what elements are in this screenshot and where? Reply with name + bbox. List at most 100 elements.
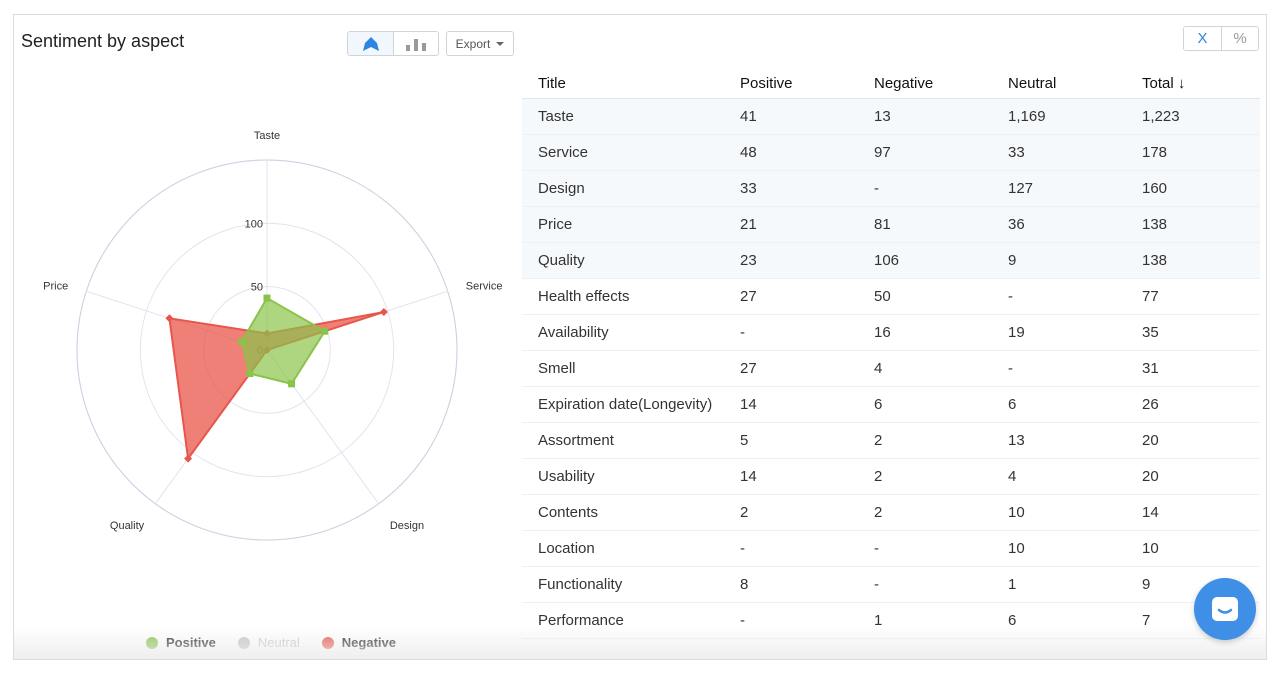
- table-row[interactable]: Expiration date(Longevity) 14 6 6 26: [522, 386, 1260, 423]
- cell-title: Price: [522, 206, 724, 243]
- cell-total: 1,223: [1126, 98, 1260, 135]
- cell-title: Availability: [522, 314, 724, 351]
- cell-negative: -: [858, 170, 992, 207]
- category-label: Quality: [110, 520, 145, 532]
- cell-negative: 2: [858, 422, 992, 459]
- export-label: Export: [455, 36, 491, 51]
- legend-negative[interactable]: Negative: [321, 635, 396, 650]
- value-mode-toggle: X %: [1183, 26, 1259, 51]
- table-row[interactable]: Price 21 81 36 138: [522, 206, 1260, 243]
- data-point-positive: [263, 294, 271, 302]
- cell-total: 14: [1126, 494, 1260, 531]
- cell-negative: 106: [858, 242, 992, 279]
- legend-neutral[interactable]: Neutral: [237, 635, 300, 650]
- chevron-down-icon: [496, 41, 505, 46]
- cell-title: Taste: [522, 98, 724, 135]
- cell-negative: -: [858, 566, 992, 603]
- cell-neutral: 4: [992, 458, 1126, 495]
- cell-title: Service: [522, 134, 724, 171]
- table-row[interactable]: Design 33-127 160: [522, 170, 1260, 207]
- cell-negative: 50: [858, 278, 992, 315]
- table-row[interactable]: Usability 14 2 4 20: [522, 458, 1260, 495]
- table-row[interactable]: Location - -10 10: [522, 530, 1260, 567]
- table-body: Taste 41 13 1,169 1,223 Service 48 97 33 178 Desig…: [522, 98, 1260, 639]
- category-label: Taste: [254, 130, 280, 142]
- cell-title: Design: [522, 170, 724, 207]
- page-title: Sentiment by aspect: [21, 31, 185, 51]
- chat-icon: [1212, 597, 1238, 621]
- cell-total: 20: [1126, 422, 1260, 459]
- data-point-negative: [379, 308, 388, 317]
- cell-positive: 23: [724, 242, 858, 279]
- data-point-positive: [288, 380, 296, 388]
- legend-neutral-label: Neutral: [257, 635, 300, 650]
- cell-negative: 81: [858, 206, 992, 243]
- cell-positive: 5: [724, 422, 858, 459]
- cell-positive: -: [724, 530, 858, 567]
- bar-chart-button[interactable]: [393, 32, 438, 55]
- cell-positive: 2: [724, 494, 858, 531]
- cell-positive: -: [724, 314, 858, 351]
- data-point-positive: [321, 327, 329, 335]
- count-mode-button[interactable]: X: [1184, 27, 1221, 50]
- table-row[interactable]: Smell 27 4-31: [522, 350, 1260, 387]
- cell-total: 10: [1126, 530, 1260, 567]
- cell-neutral: 19: [992, 314, 1126, 351]
- chart-legend: Positive Neutral Negative: [146, 635, 396, 650]
- table-row[interactable]: Service 48 97 33 178: [522, 134, 1260, 171]
- radar-chart: 050100TasteServiceDesignQualityPrice: [43, 130, 503, 541]
- cell-positive: 14: [724, 386, 858, 423]
- table-row[interactable]: Assortment 5 2 13 20: [522, 422, 1260, 459]
- cell-negative: 4: [858, 350, 992, 387]
- column-header-neutral[interactable]: Neutral: [992, 70, 1126, 99]
- category-label: Service: [466, 280, 503, 292]
- data-point-positive: [238, 338, 246, 346]
- chat-button[interactable]: [1194, 578, 1256, 640]
- cell-neutral: 1,169: [992, 98, 1126, 135]
- aspect-table-container: Title Positive Negative Neutral Total ↓ …: [522, 70, 1260, 639]
- cell-total: 138: [1126, 242, 1260, 279]
- cell-total: 31: [1126, 350, 1260, 387]
- cell-negative: 1: [858, 602, 992, 639]
- data-point-negative: [184, 454, 193, 463]
- data-point-positive: [246, 370, 254, 378]
- cell-title: Expiration date(Longevity): [522, 386, 724, 423]
- column-header-positive[interactable]: Positive: [724, 70, 858, 99]
- export-dropdown[interactable]: Export: [446, 31, 514, 56]
- series-area-negative: [168, 311, 385, 462]
- cell-positive: -: [724, 602, 858, 639]
- series-area-positive: [240, 296, 327, 385]
- legend-positive-swatch: [146, 636, 158, 649]
- cell-total: 20: [1126, 458, 1260, 495]
- cell-neutral: 6: [992, 386, 1126, 423]
- cell-title: Functionality: [522, 566, 724, 603]
- table-row[interactable]: Contents 2 2 10 14: [522, 494, 1260, 531]
- cell-title: Smell: [522, 350, 724, 387]
- column-header-total[interactable]: Total ↓: [1126, 70, 1260, 99]
- aspect-table: Title Positive Negative Neutral Total ↓ …: [522, 70, 1260, 639]
- table-row[interactable]: Performance -1 6 7: [522, 602, 1260, 639]
- table-row[interactable]: Availability -16 19 35: [522, 314, 1260, 351]
- table-row[interactable]: Health effects 27 50-77: [522, 278, 1260, 315]
- legend-positive[interactable]: Positive: [146, 635, 216, 650]
- cell-positive: 14: [724, 458, 858, 495]
- cell-negative: 16: [858, 314, 992, 351]
- table-row[interactable]: Functionality 8-1 9: [522, 566, 1260, 603]
- cell-positive: 21: [724, 206, 858, 243]
- percent-mode-button[interactable]: %: [1221, 27, 1258, 50]
- cell-title: Contents: [522, 494, 724, 531]
- cell-negative: 2: [858, 494, 992, 531]
- cell-total: 35: [1126, 314, 1260, 351]
- table-row[interactable]: Quality 23 106 9 138: [522, 242, 1260, 279]
- table-row[interactable]: Taste 41 13 1,169 1,223: [522, 98, 1260, 135]
- legend-negative-label: Negative: [341, 635, 396, 650]
- cell-title: Quality: [522, 242, 724, 279]
- cell-title: Performance: [522, 602, 724, 639]
- radar-chart-button[interactable]: [348, 32, 393, 55]
- cell-neutral: 10: [992, 530, 1126, 567]
- column-header-negative[interactable]: Negative: [858, 70, 992, 99]
- column-header-title[interactable]: Title: [522, 70, 724, 99]
- cell-negative: -: [858, 530, 992, 567]
- cell-positive: 27: [724, 350, 858, 387]
- cell-title: Location: [522, 530, 724, 567]
